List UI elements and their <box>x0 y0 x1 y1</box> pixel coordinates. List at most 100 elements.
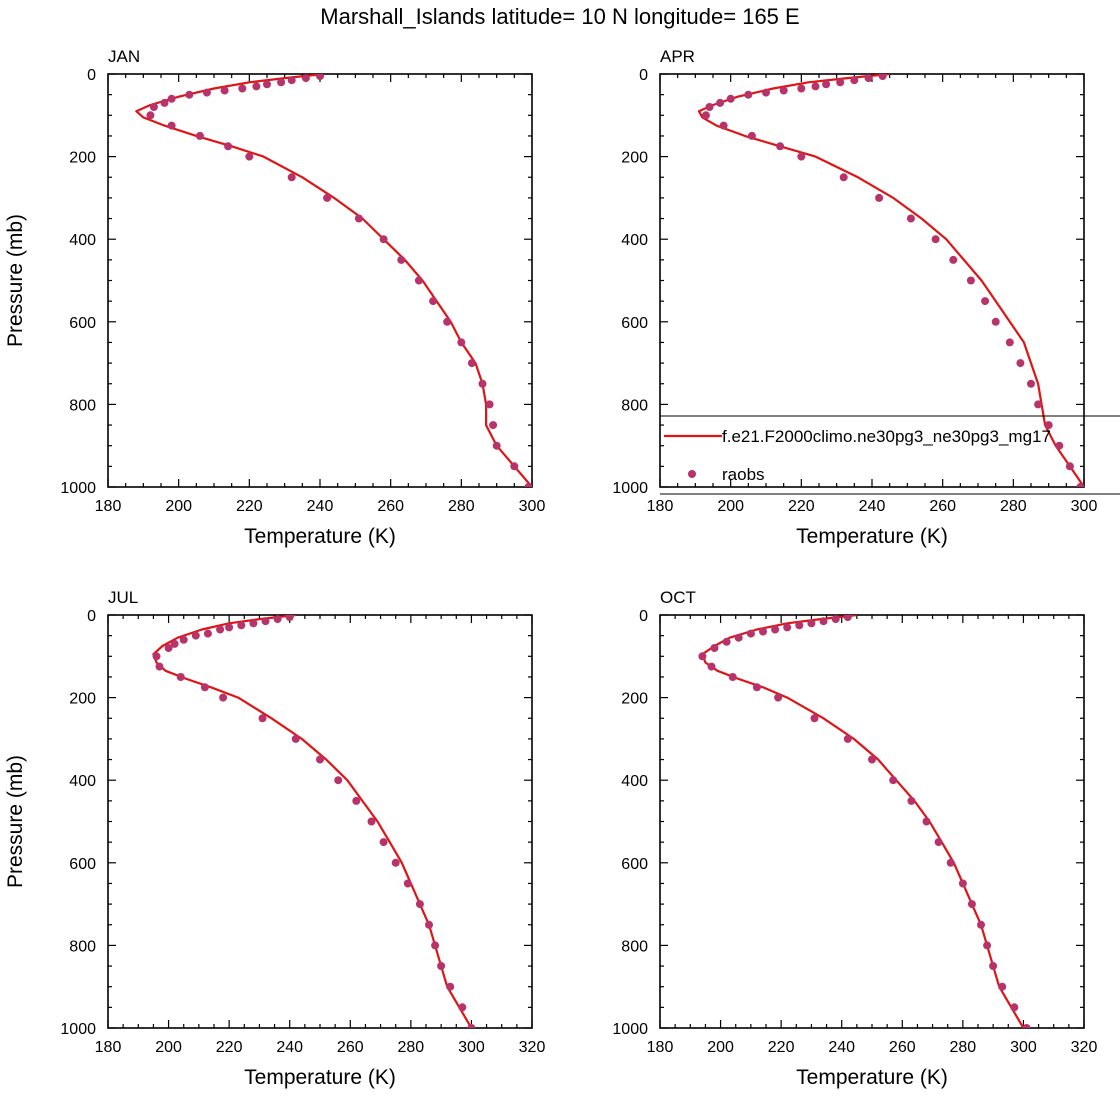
legend-model-label: f.e21.F2000climo.ne30pg3_ne30pg3_mg17 <box>722 427 1051 446</box>
raobs-point <box>287 76 296 85</box>
x-tick-label: 260 <box>929 498 956 515</box>
raobs-point <box>443 317 452 326</box>
raobs-point <box>744 90 753 99</box>
raobs-point <box>810 714 819 723</box>
raobs-point <box>467 1024 476 1028</box>
model-profile-line <box>701 615 1025 1028</box>
raobs-point <box>285 615 294 622</box>
x-axis-label: Temperature (K) <box>244 525 396 548</box>
x-tick-label: 280 <box>448 498 475 515</box>
raobs-point <box>707 662 716 671</box>
raobs-point <box>391 858 400 867</box>
chart-panel-jan: 180 200 220 240 260 280 300 0 200 400 600 800 1000 JA… <box>4 47 545 548</box>
raobs-point <box>734 633 743 642</box>
raobs-point <box>864 74 873 83</box>
x-tick-label: 180 <box>95 1039 122 1056</box>
raobs-point <box>367 817 376 826</box>
y-tick-label: 600 <box>621 315 648 332</box>
y-tick-label: 600 <box>69 315 96 332</box>
raobs-point <box>176 673 185 681</box>
y-tick-label: 200 <box>621 691 648 708</box>
raobs-point <box>1022 1024 1031 1028</box>
raobs-point <box>263 80 271 89</box>
raobs-point <box>991 317 1000 326</box>
raobs-point <box>728 673 737 681</box>
y-tick-label: 200 <box>69 150 96 167</box>
raobs-point <box>831 615 840 624</box>
y-tick-label: 400 <box>621 773 648 790</box>
plot-frame <box>659 73 1085 488</box>
panel-title: JAN <box>108 47 140 66</box>
panel-title: OCT <box>660 588 696 607</box>
x-tick-label: 260 <box>889 1039 916 1056</box>
raobs-point <box>167 121 176 130</box>
raobs-point <box>437 962 446 970</box>
raobs-point <box>839 173 848 182</box>
raobs-point <box>843 615 852 622</box>
legend-dot-swatch <box>688 470 696 478</box>
raobs-point <box>191 631 200 640</box>
x-tick-label: 280 <box>950 1039 977 1056</box>
y-tick-label: 400 <box>69 232 96 249</box>
x-tick-label: 280 <box>1000 498 1027 515</box>
raobs-point <box>167 94 176 103</box>
raobs-point <box>783 623 792 632</box>
x-tick-label: 320 <box>1071 1039 1098 1056</box>
raobs-point <box>701 111 710 120</box>
legend: f.e21.F2000climo.ne30pg3_ne30pg3_mg17rao… <box>660 415 1120 495</box>
raobs-point <box>352 796 361 805</box>
y-axis-label: Pressure (mb) <box>4 755 27 888</box>
raobs-point <box>225 623 234 632</box>
raobs-point <box>414 276 423 285</box>
raobs-point <box>170 639 179 648</box>
raobs-point <box>981 297 990 306</box>
raobs-point <box>316 74 324 81</box>
raobs-point <box>746 629 755 638</box>
plot-data <box>135 74 532 487</box>
raobs-point <box>774 693 783 702</box>
y-tick-label: 1000 <box>60 480 96 497</box>
y-tick-label: 200 <box>69 691 96 708</box>
raobs-point <box>185 90 194 99</box>
x-tick-label: 220 <box>788 498 815 515</box>
chart-panel-oct: 180 200 220 240 260 280 300 320 0 200 400 600 800 100… <box>612 588 1097 1089</box>
y-tick-label: 800 <box>621 938 648 955</box>
raobs-point <box>379 838 388 847</box>
raobs-point <box>779 86 788 95</box>
raobs-point <box>458 1003 467 1012</box>
plot-frame <box>659 614 1085 1029</box>
model-profile-line <box>152 615 473 1028</box>
raobs-point <box>722 637 731 646</box>
raobs-point <box>164 644 173 652</box>
raobs-point <box>698 652 707 661</box>
raobs-point <box>287 173 296 182</box>
raobs-point <box>202 88 211 97</box>
x-tick-label: 300 <box>458 1039 485 1056</box>
y-tick-label: 0 <box>87 67 96 84</box>
raobs-point <box>224 142 233 151</box>
raobs-point <box>323 193 332 202</box>
y-tick-label: 800 <box>621 397 648 414</box>
raobs-point <box>747 131 756 140</box>
panel-title: JUL <box>108 588 138 607</box>
raobs-point <box>524 483 532 487</box>
raobs-point <box>795 621 804 630</box>
raobs-point <box>983 941 992 950</box>
y-tick-label: 400 <box>69 773 96 790</box>
raobs-point <box>889 776 898 785</box>
raobs-point <box>152 652 161 661</box>
raobs-point <box>273 615 282 624</box>
raobs-point <box>397 255 406 264</box>
raobs-point <box>155 662 164 671</box>
x-tick-label: 220 <box>768 1039 795 1056</box>
raobs-point <box>149 103 158 111</box>
raobs-point <box>429 297 438 306</box>
raobs-point <box>219 693 228 702</box>
raobs-point <box>934 838 943 847</box>
raobs-point <box>216 625 225 634</box>
raobs-point <box>716 98 725 107</box>
x-tick-label: 260 <box>337 1039 364 1056</box>
plot-frame <box>107 73 533 488</box>
raobs-point <box>195 131 204 140</box>
raobs-point <box>354 214 363 223</box>
